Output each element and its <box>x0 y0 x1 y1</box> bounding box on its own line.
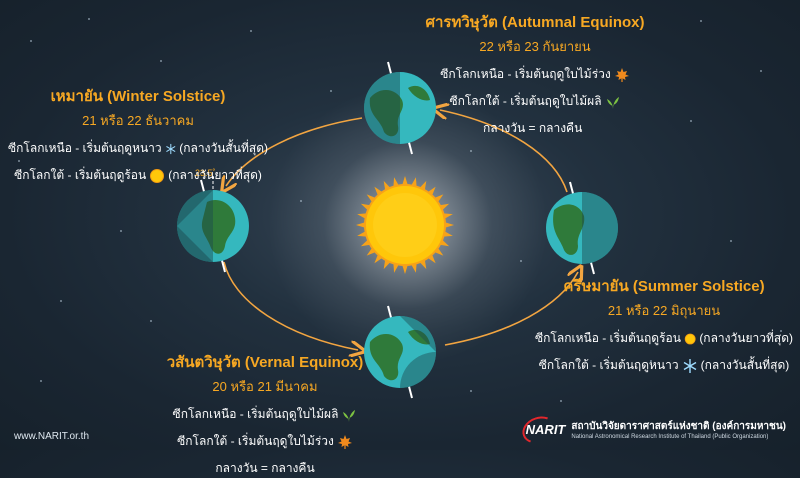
sprout-leaf-icon <box>606 96 619 109</box>
narit-logo: NARIT สถาบันวิจัยดาราศาสตร์แห่งชาติ (องค… <box>518 411 786 449</box>
vernal-line1: ซีกโลกเหนือ - เริ่มต้นฤดูใบไม้ผลิ <box>140 405 390 424</box>
sun-ray <box>443 231 453 237</box>
org-name-en: National Astronomical Research Institute… <box>571 434 769 440</box>
sun-icon <box>150 168 165 183</box>
winter-line2: ซีกโลกใต้ - เริ่มต้นฤดูร้อน (กลางวันยาวท… <box>14 168 262 183</box>
autumnal-equinox-block: ศารทวิษุวัต (Autumnal Equinox) 22 หรือ 2… <box>395 10 675 138</box>
earth-autumnal <box>364 61 436 155</box>
vernal-equinox-block: วสันตวิษุวัต (Vernal Equinox) 20 หรือ 21… <box>140 350 390 478</box>
sun-ray <box>357 213 367 219</box>
winter-title: เหมายัน (Winter Solstice) <box>50 88 226 105</box>
tilt-angle-label: 23.5˚ <box>195 168 216 178</box>
org-name-th: สถาบันวิจัยดาราศาสตร์แห่งชาติ (องค์การมห… <box>571 421 786 432</box>
sun-ray <box>411 177 417 187</box>
earth-summer <box>546 181 618 275</box>
orbit-path <box>224 110 578 350</box>
sun-ray <box>356 222 366 228</box>
summer-line1: ซีกโลกเหนือ - เริ่มต้นฤดูร้อน (กลางวันยา… <box>535 331 793 345</box>
maple-leaf-icon <box>337 434 352 449</box>
sun <box>356 176 454 274</box>
sun-ray <box>402 176 408 186</box>
summer-line2: ซีกโลกใต้ - เริ่มต้นฤดูหนาว (กลางวันสั้น… <box>538 358 790 373</box>
summer-title: ครีษมายัน (Summer Solstice) <box>563 278 765 295</box>
sun-ray <box>357 231 367 237</box>
winter-solstice-block: เหมายัน (Winter Solstice) 21 หรือ 22 ธัน… <box>8 84 268 185</box>
winter-date: 21 หรือ 22 ธันวาคม <box>82 113 194 128</box>
vernal-date: 20 หรือ 21 มีนาคม <box>212 379 318 394</box>
sun-ray <box>444 222 454 228</box>
earth-winter <box>177 176 249 273</box>
sprout-leaf-icon <box>343 409 356 422</box>
summer-solstice-block: ครีษมายัน (Summer Solstice) 21 หรือ 22 ม… <box>535 274 793 375</box>
snowflake-icon <box>165 143 176 154</box>
snowflake-icon <box>683 358 696 373</box>
autumnal-line2: ซีกโลกใต้ - เริ่มต้นฤดูใบไม้ผลิ <box>395 92 675 111</box>
maple-leaf-icon <box>614 67 629 82</box>
vernal-title: วสันตวิษุวัต (Vernal Equinox) <box>166 354 364 371</box>
autumnal-line1: ซีกโลกเหนือ - เริ่มต้นฤดูใบไม้ร่วง <box>395 65 675 84</box>
winter-line1: ซีกโลกเหนือ - เริ่มต้นฤดูหนาว (กลางวันสั… <box>8 141 268 155</box>
orbit-arc-summer-to-autumn <box>440 110 568 193</box>
sun-ray <box>393 263 399 273</box>
orbit-arc-winter-to-vernal <box>223 261 358 350</box>
vernal-line3: กลางวัน = กลางคืน <box>215 461 315 475</box>
orbit-arc-autumn-to-winter <box>226 117 363 186</box>
vernal-line2: ซีกโลกใต้ - เริ่มต้นฤดูใบไม้ร่วง <box>140 432 390 451</box>
autumnal-line3: กลางวัน = กลางคืน <box>483 121 583 135</box>
sun-ray <box>411 263 417 273</box>
autumnal-date: 22 หรือ 23 กันยายน <box>479 39 591 54</box>
sun-ray <box>443 213 453 219</box>
summer-date: 21 หรือ 22 มิถุนายน <box>607 303 721 318</box>
sun-ray <box>402 264 408 274</box>
orbit-diagram <box>177 61 618 399</box>
sun-icon <box>684 333 696 344</box>
narit-logo-mark: NARIT <box>518 411 565 449</box>
sun-ray <box>393 177 399 187</box>
autumnal-title: ศารทวิษุวัต (Autumnal Equinox) <box>425 14 645 31</box>
orbit-arc-vernal-to-summer <box>444 272 578 346</box>
earth-vernal <box>364 305 436 399</box>
website-link[interactable]: www.NARIT.or.th <box>14 431 90 442</box>
